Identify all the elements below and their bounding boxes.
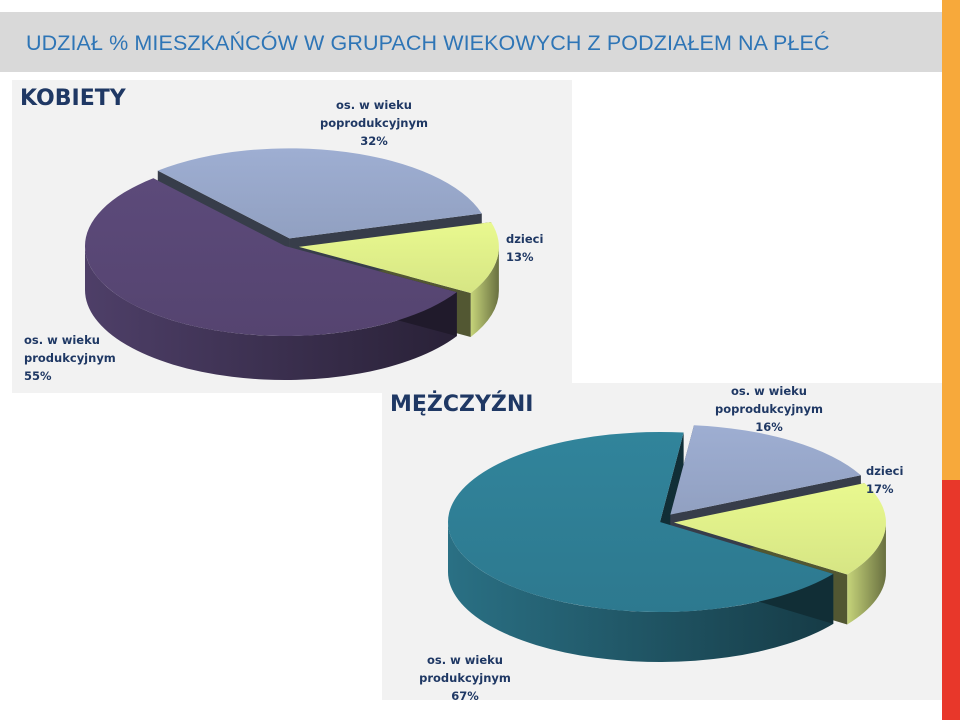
accent-bar-red <box>942 480 960 720</box>
pie-slice-side <box>85 246 457 381</box>
label-line: dzieci <box>866 464 904 478</box>
label-line: os. w wieku <box>731 384 807 398</box>
pie-slice-67pct <box>448 432 834 612</box>
pie-slice-13pct <box>298 222 499 293</box>
accent-bar-orange <box>942 0 960 480</box>
chart-title-women: KOBIETY <box>20 86 126 111</box>
data-label-men-produkcyjny: os. w wieku produkcyjnym 67% <box>396 651 534 705</box>
label-line: dzieci <box>506 232 544 246</box>
data-label-women-poprodukcyjny: os. w wieku poprodukcyjnym 32% <box>305 96 443 150</box>
label-line: 67% <box>451 689 479 703</box>
data-label-men-dzieci: dzieci 17% <box>866 462 903 498</box>
label-line: 17% <box>866 482 894 496</box>
data-label-men-poprodukcyjny: os. w wieku poprodukcyjnym 16% <box>700 382 838 436</box>
pie-slice-17pct <box>673 483 886 575</box>
data-label-women-dzieci: dzieci 13% <box>506 230 543 266</box>
label-line: poprodukcyjnym <box>715 402 823 416</box>
label-line: os. w wieku <box>427 653 503 667</box>
chart-title-men: MĘŻCZYŹNI <box>390 392 534 417</box>
label-line: 32% <box>360 134 388 148</box>
title-bar <box>0 12 942 72</box>
pie-slice-55pct <box>85 178 457 336</box>
label-line: poprodukcyjnym <box>320 116 428 130</box>
pie-slice-side <box>470 246 499 337</box>
label-line: os. w wieku <box>24 333 100 347</box>
label-line: 16% <box>755 420 783 434</box>
label-line: produkcyjnym <box>24 351 116 365</box>
label-line: os. w wieku <box>336 98 412 112</box>
pie-slice-side <box>447 522 834 662</box>
label-line: produkcyjnym <box>419 671 511 685</box>
page-title: UDZIAŁ % MIESZKAŃCÓW W GRUPACH WIEKOWYCH… <box>26 31 830 55</box>
label-line: 55% <box>24 369 52 383</box>
pie-slice-16pct <box>670 425 861 515</box>
label-line: 13% <box>506 250 534 264</box>
pie-slice-side <box>847 522 886 625</box>
data-label-women-produkcyjny: os. w wieku produkcyjnym 55% <box>24 331 116 385</box>
pie-slice-32pct <box>157 148 482 239</box>
